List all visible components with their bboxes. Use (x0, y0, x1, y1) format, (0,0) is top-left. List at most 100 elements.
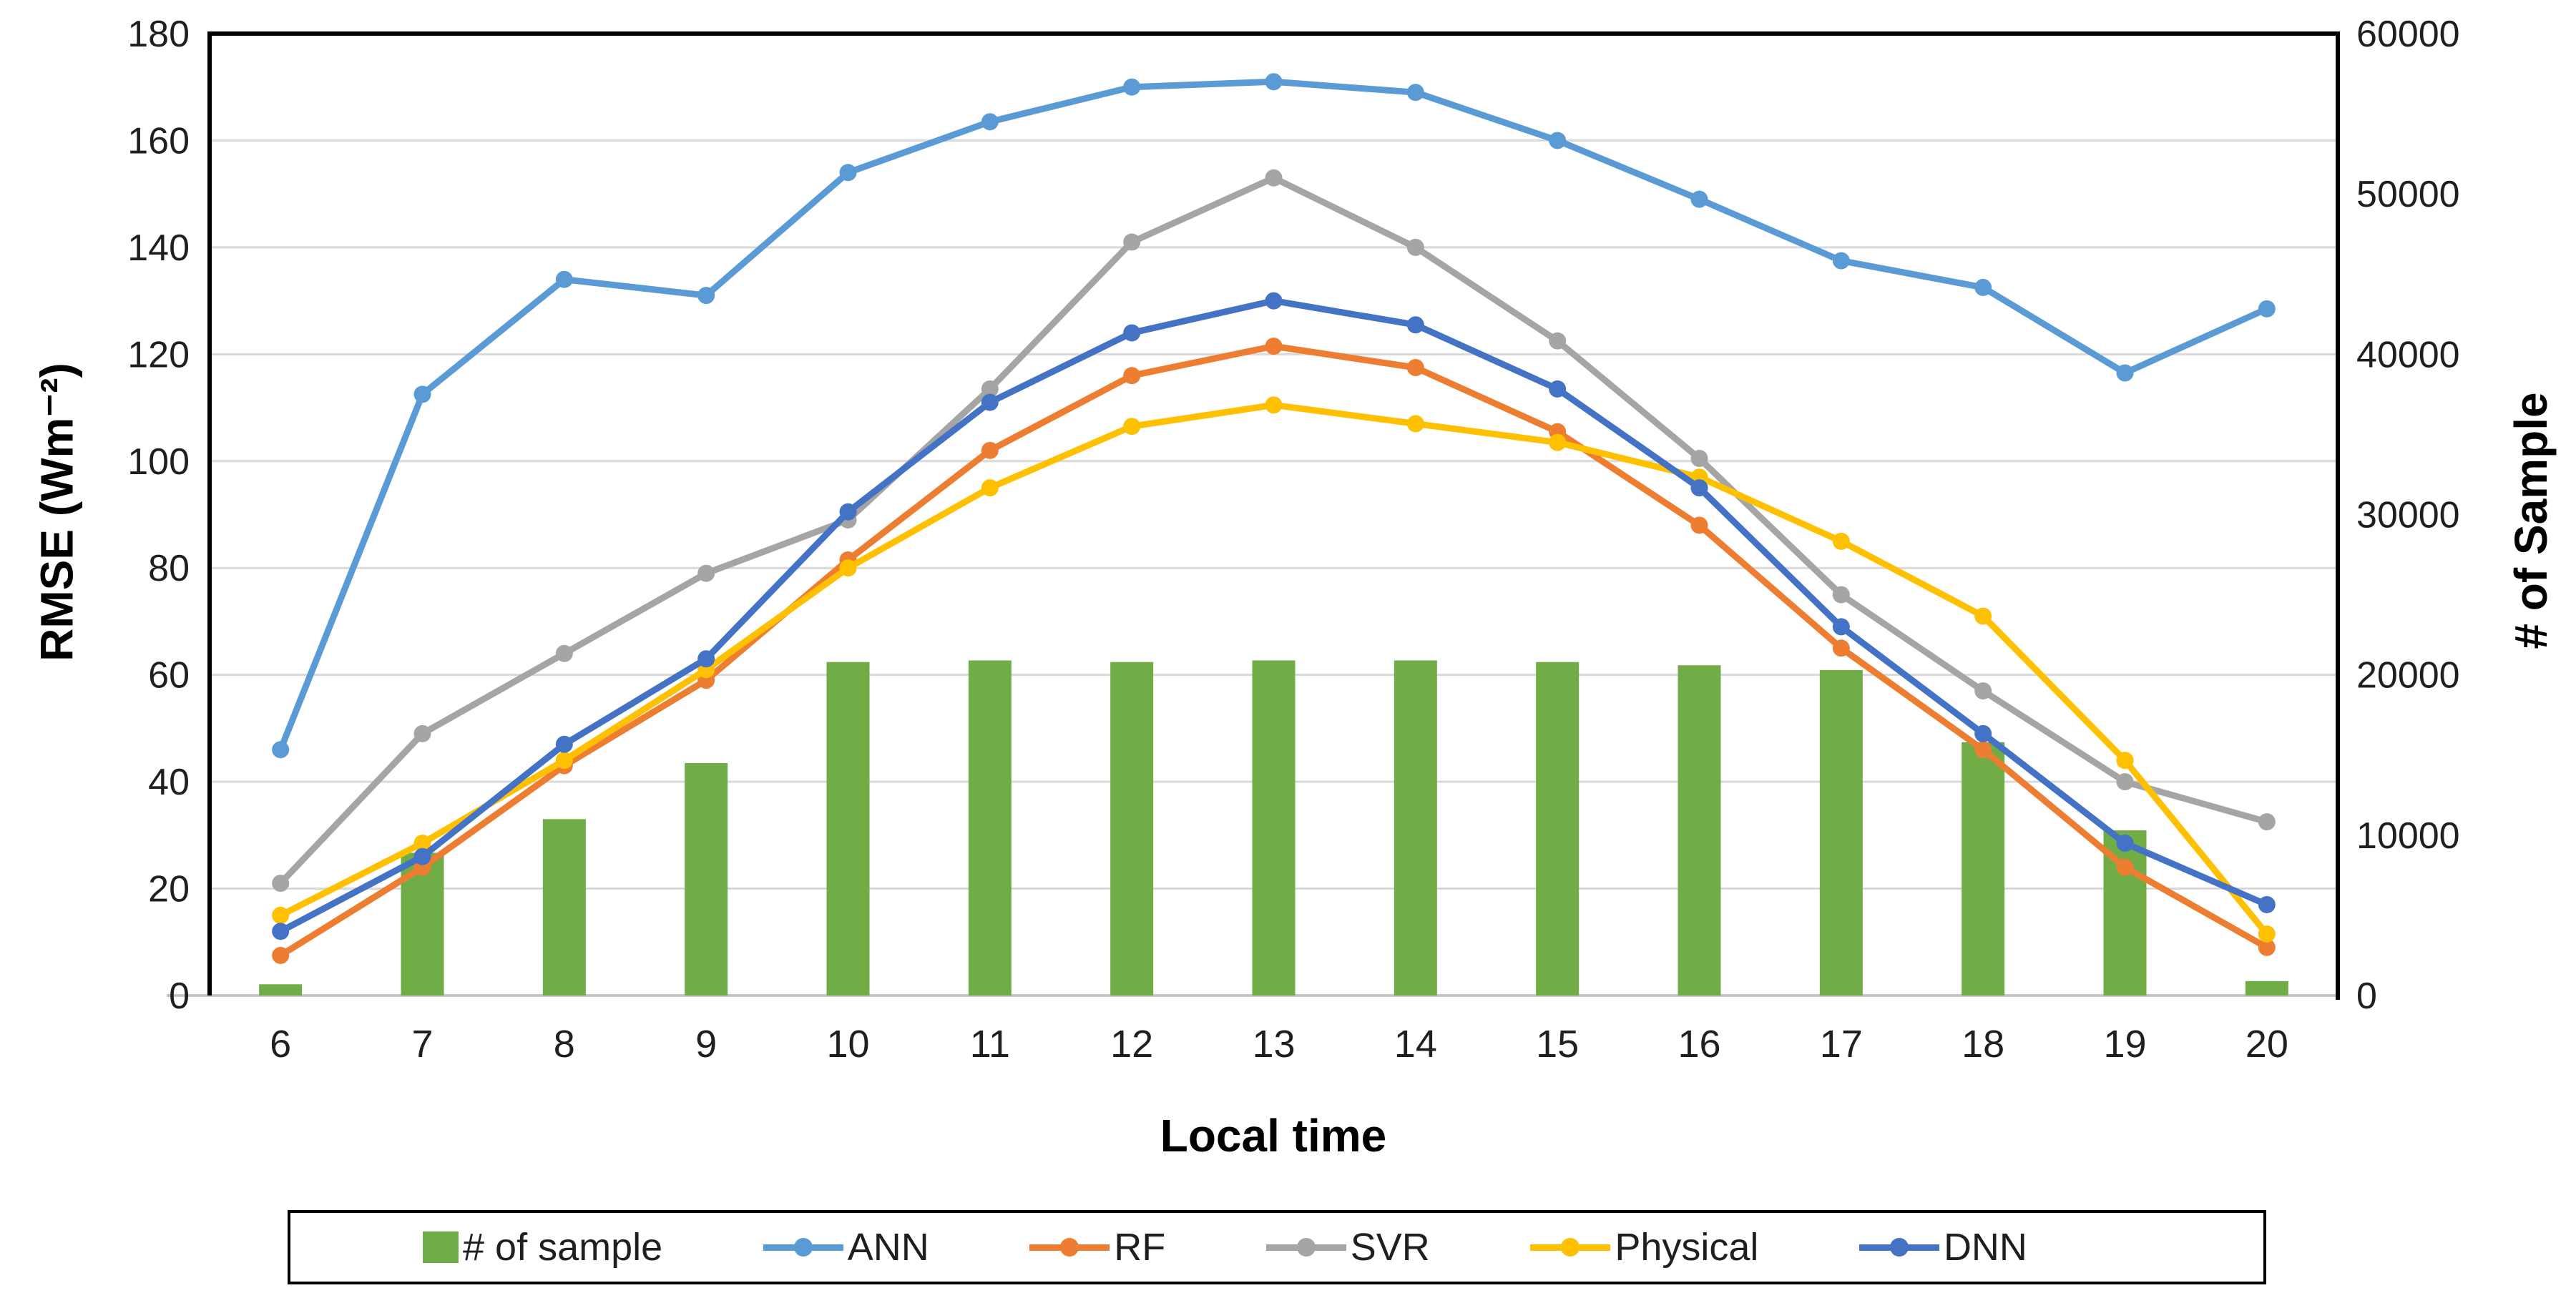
data-point-RF (1406, 359, 1424, 377)
bar (1962, 742, 2005, 995)
legend-item-dnn: DNN (1858, 1225, 2027, 1269)
bar-series-samples (259, 660, 2288, 995)
bar (1819, 669, 1863, 995)
bar (826, 662, 870, 995)
right-tick-label: 30000 (2356, 495, 2460, 536)
data-point-DNN (839, 503, 857, 521)
x-tick-label: 17 (1820, 1023, 1863, 1066)
data-point-RF (2116, 858, 2134, 876)
data-point-DNN (2258, 895, 2276, 913)
data-point-RF (2258, 938, 2276, 956)
data-point-DNN (2116, 835, 2134, 852)
data-point-DNN (1265, 292, 1283, 310)
data-point-ANN (697, 287, 715, 305)
legend-label: Physical (1615, 1226, 1759, 1269)
data-point-DNN (1123, 324, 1141, 342)
data-point-ANN (839, 164, 857, 182)
data-point-Physical (1832, 532, 1850, 550)
series-line-DNN (272, 292, 2276, 940)
data-point-DNN (555, 735, 573, 753)
data-point-ANN (272, 741, 290, 759)
data-point-ANN (1123, 78, 1141, 96)
data-point-RF (1974, 741, 1992, 759)
x-tick-label: 20 (2246, 1023, 2288, 1066)
right-tick-label: 50000 (2356, 174, 2460, 215)
left-tick-label: 0 (169, 975, 190, 1017)
data-point-ANN (1406, 84, 1424, 102)
data-point-SVR (1974, 682, 1992, 700)
data-point-Physical (555, 752, 573, 770)
legend-label: # of sample (463, 1226, 663, 1269)
x-tick-label: 9 (695, 1023, 717, 1066)
data-point-DNN (413, 847, 431, 865)
data-point-SVR (413, 724, 431, 742)
bar (2245, 980, 2288, 995)
legend-swatch-icon (423, 1231, 459, 1263)
right-tick-label: 60000 (2356, 14, 2460, 55)
data-point-ANN (1265, 73, 1283, 91)
bar (259, 984, 303, 995)
legend-label: SVR (1350, 1226, 1430, 1269)
bar (1252, 660, 1296, 995)
data-point-DNN (1974, 724, 1992, 742)
x-tick-label: 10 (826, 1023, 869, 1066)
x-tick-label: 8 (554, 1023, 575, 1066)
legend-line-marker-icon (1530, 1233, 1611, 1262)
right-tick-label: 20000 (2356, 655, 2460, 697)
data-point-RF (1123, 367, 1141, 385)
data-point-Physical (2116, 752, 2134, 770)
legend-item-rf: RF (1029, 1225, 1165, 1269)
data-point-ANN (2258, 300, 2276, 318)
bar (685, 762, 728, 995)
data-point-ANN (1690, 190, 1708, 208)
data-point-SVR (1832, 586, 1850, 604)
data-point-DNN (1549, 380, 1567, 398)
data-point-ANN (1549, 132, 1567, 149)
x-tick-label: 6 (270, 1023, 291, 1066)
bar (1678, 665, 1721, 995)
legend-item-svr: SVR (1265, 1225, 1430, 1269)
left-tick-label: 20 (148, 869, 190, 910)
x-tick-label: 15 (1536, 1023, 1579, 1066)
data-point-SVR (2116, 773, 2134, 791)
data-point-SVR (1123, 233, 1141, 251)
legend-item--of-sample: # of sample (423, 1225, 662, 1269)
x-axis-title: Local time (1160, 1110, 1387, 1161)
data-point-SVR (1690, 450, 1708, 468)
plot-border (207, 31, 2340, 1000)
x-tick-label: 14 (1394, 1023, 1437, 1066)
data-point-Physical (413, 835, 431, 852)
data-point-ANN (413, 385, 431, 403)
data-point-Physical (981, 479, 999, 497)
right-tick-label: 10000 (2356, 815, 2460, 857)
data-point-DNN (1832, 618, 1850, 636)
data-point-SVR (2258, 813, 2276, 831)
data-point-ANN (555, 270, 573, 288)
data-point-Physical (839, 559, 857, 577)
legend-label: DNN (1943, 1226, 2027, 1269)
x-tick-label: 13 (1252, 1023, 1295, 1066)
data-point-ANN (2116, 364, 2134, 382)
data-point-RF (272, 946, 290, 964)
left-tick-label: 60 (148, 655, 190, 697)
data-point-SVR (697, 564, 715, 582)
right-axis-tick-labels: 0 10000 20000 30000 40000 50000 60000 (2356, 14, 2460, 1017)
x-tick-label: 19 (2103, 1023, 2146, 1066)
bar (1110, 662, 1154, 995)
bar (1394, 660, 1437, 995)
legend-line-marker-icon (763, 1233, 843, 1262)
bar (968, 660, 1012, 995)
data-point-Physical (1123, 418, 1141, 436)
bar (542, 819, 586, 995)
x-tick-label: 12 (1110, 1023, 1153, 1066)
data-point-DNN (272, 923, 290, 940)
data-point-ANN (1832, 252, 1850, 270)
data-point-Physical (1974, 607, 1992, 625)
legend-line-marker-icon (1858, 1233, 1939, 1262)
data-point-Physical (1265, 396, 1283, 414)
x-tick-label: 16 (1678, 1023, 1720, 1066)
left-axis-tick-labels: 0 20 40 60 80 100 120 140 160 180 (127, 14, 190, 1017)
data-point-DNN (1690, 479, 1708, 497)
left-tick-label: 120 (127, 334, 190, 375)
